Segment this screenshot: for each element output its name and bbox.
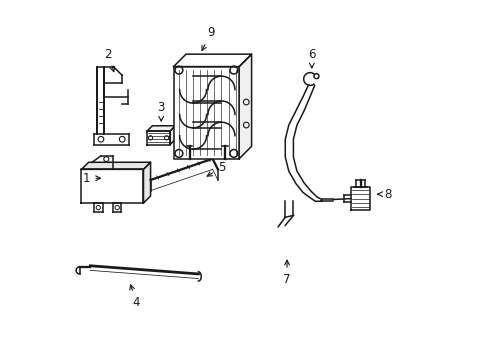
Polygon shape — [147, 126, 175, 131]
Text: 1: 1 — [83, 172, 100, 185]
Text: 4: 4 — [130, 285, 140, 309]
Polygon shape — [170, 126, 175, 145]
Polygon shape — [239, 54, 251, 159]
Text: 9: 9 — [202, 26, 214, 50]
Text: 5: 5 — [207, 161, 224, 176]
Polygon shape — [147, 131, 170, 145]
Polygon shape — [81, 169, 143, 203]
Text: 7: 7 — [283, 260, 290, 286]
Text: 6: 6 — [307, 48, 315, 68]
Polygon shape — [350, 187, 369, 210]
Polygon shape — [173, 54, 251, 67]
Text: 8: 8 — [377, 188, 391, 201]
Polygon shape — [81, 162, 150, 169]
Polygon shape — [143, 162, 150, 203]
Text: 2: 2 — [104, 48, 114, 72]
Text: 3: 3 — [157, 101, 164, 121]
Bar — [173, 67, 239, 159]
